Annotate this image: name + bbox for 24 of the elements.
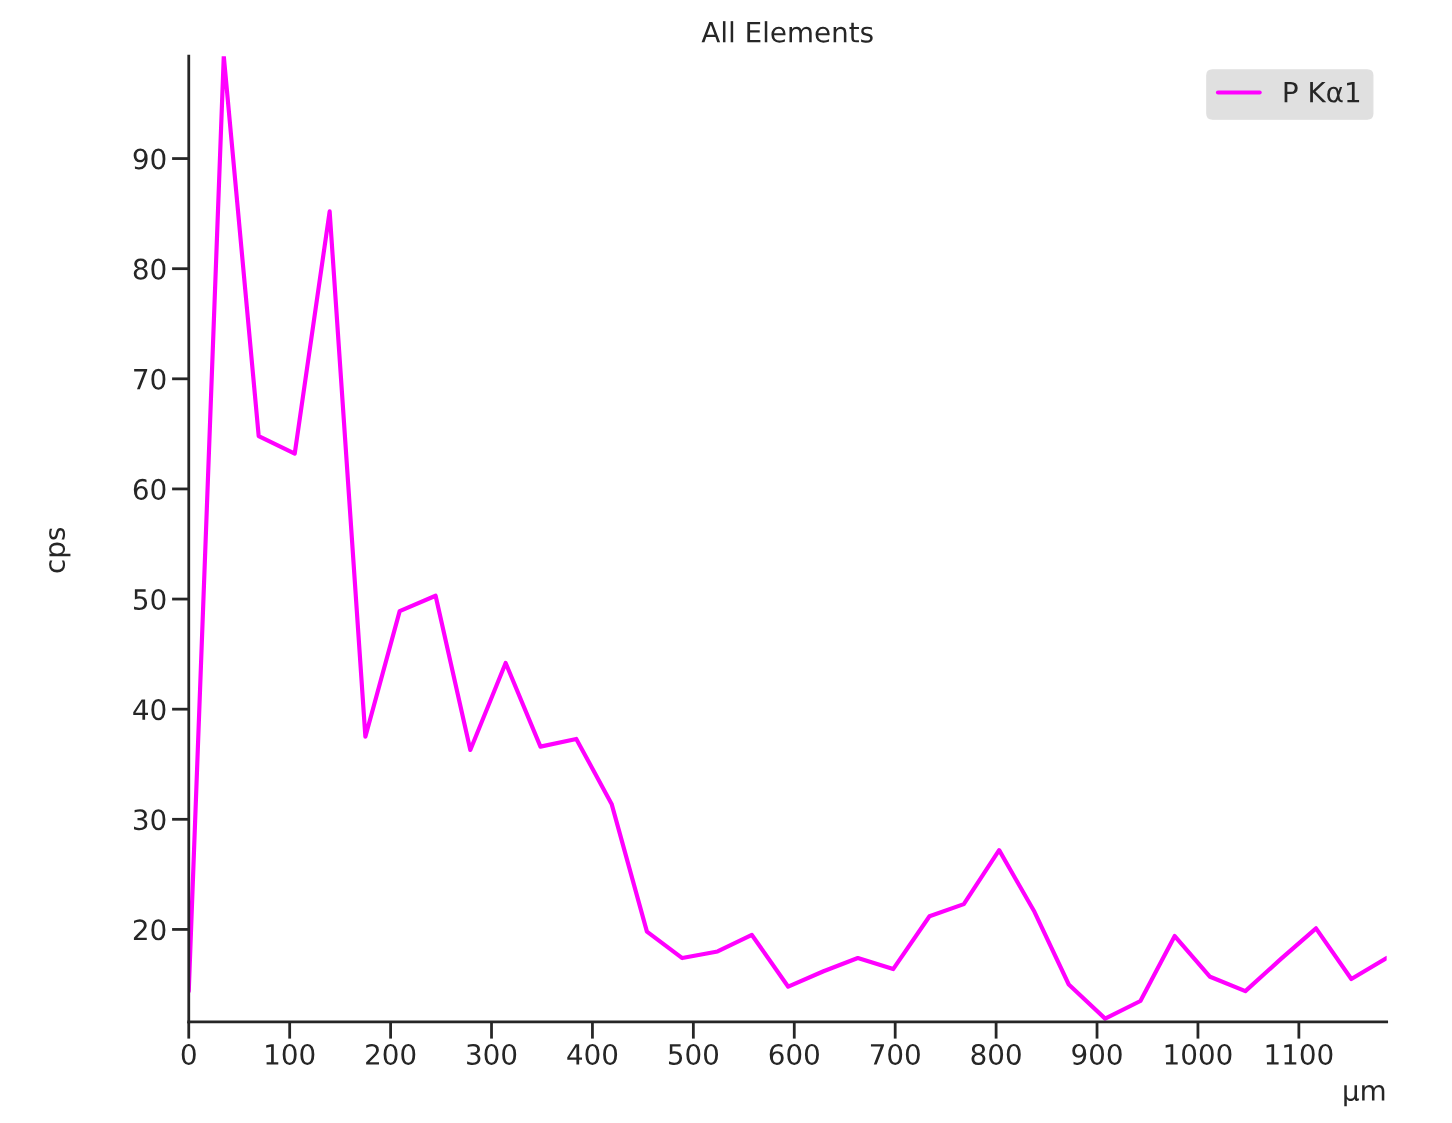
legend-label: P Kα1 bbox=[1284, 82, 1360, 103]
x-tick-label: 200 bbox=[366, 1043, 416, 1065]
y-tick-label: 90 bbox=[133, 148, 166, 170]
y-tick-label: 30 bbox=[134, 809, 166, 831]
y-tick-label: 40 bbox=[133, 699, 166, 721]
x-tick-label: 0 bbox=[181, 1043, 196, 1065]
y-tick-label: 70 bbox=[134, 368, 166, 390]
x-tick-label: 900 bbox=[1072, 1043, 1122, 1065]
x-tick-label: 1100 bbox=[1266, 1043, 1333, 1065]
x-tick-label: 600 bbox=[769, 1043, 819, 1065]
x-tick-label: 800 bbox=[971, 1043, 1021, 1065]
y-tick-label: 60 bbox=[133, 478, 166, 500]
y-axis-title: cps bbox=[49, 527, 71, 573]
x-tick-label: 1000 bbox=[1165, 1043, 1232, 1065]
x-tick-label: 700 bbox=[870, 1043, 920, 1065]
y-tick-label: 80 bbox=[133, 258, 166, 280]
x-tick-label: 500 bbox=[668, 1043, 719, 1065]
x-tick-label: 100 bbox=[266, 1043, 315, 1065]
chart-title: All Elements bbox=[701, 21, 873, 43]
y-tick-label: 50 bbox=[134, 588, 166, 611]
x-tick-label: 400 bbox=[567, 1043, 618, 1065]
x-tick-label: 300 bbox=[467, 1043, 517, 1065]
y-tick-label: 20 bbox=[133, 919, 166, 941]
x-axis-title: µm bbox=[1344, 1084, 1385, 1107]
